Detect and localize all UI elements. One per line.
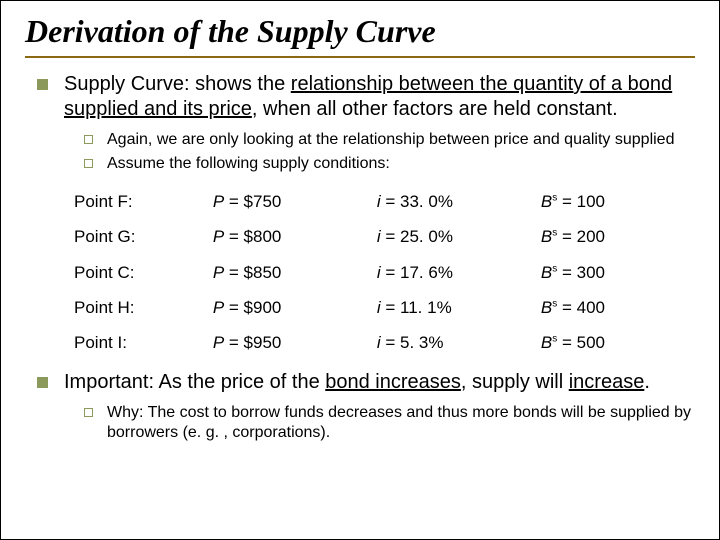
text-part: . bbox=[644, 371, 650, 393]
bullet-important-text: Important: As the price of the bond incr… bbox=[64, 370, 695, 447]
text-part: Important: As the price of the bbox=[64, 371, 325, 393]
sub-bullet-why: Why: The cost to borrow funds decreases … bbox=[64, 403, 695, 443]
supply-table: Point F:P = $750i = 33. 0%Bs = 100Point … bbox=[74, 184, 705, 360]
cell-bonds: Bs = 300 bbox=[541, 255, 705, 290]
sub-bullet-relationship: Again, we are only looking at the relati… bbox=[64, 130, 695, 150]
cell-bonds: Bs = 100 bbox=[541, 184, 705, 219]
text-underlined: increase bbox=[569, 371, 645, 393]
table-row: Point H:P = $900i = 11. 1%Bs = 400 bbox=[74, 290, 705, 325]
cell-bonds: Bs = 200 bbox=[541, 219, 705, 254]
cell-point: Point H: bbox=[74, 290, 213, 325]
cell-interest: i = 11. 1% bbox=[377, 290, 541, 325]
hollow-square-icon bbox=[84, 159, 93, 168]
cell-price: P = $950 bbox=[213, 325, 377, 360]
table-row: Point F:P = $750i = 33. 0%Bs = 100 bbox=[74, 184, 705, 219]
table-row: Point C:P = $850i = 17. 6%Bs = 300 bbox=[74, 255, 705, 290]
square-bullet-icon bbox=[37, 377, 48, 388]
cell-point: Point I: bbox=[74, 325, 213, 360]
sub-text: Why: The cost to borrow funds decreases … bbox=[107, 403, 695, 443]
cell-point: Point C: bbox=[74, 255, 213, 290]
bullet-supply-curve-text: Supply Curve: shows the relationship bet… bbox=[64, 72, 695, 360]
text-part: , when all other factors are held consta… bbox=[252, 98, 618, 120]
text-part: Supply Curve: shows the bbox=[64, 73, 291, 95]
cell-price: P = $900 bbox=[213, 290, 377, 325]
sub-text: Assume the following supply conditions: bbox=[107, 154, 695, 174]
table-row: Point G:P = $800i = 25. 0%Bs = 200 bbox=[74, 219, 705, 254]
bullet-important: Important: As the price of the bond incr… bbox=[25, 370, 695, 447]
cell-point: Point F: bbox=[74, 184, 213, 219]
cell-interest: i = 5. 3% bbox=[377, 325, 541, 360]
cell-bonds: Bs = 500 bbox=[541, 325, 705, 360]
bullet-supply-curve: Supply Curve: shows the relationship bet… bbox=[25, 72, 695, 360]
cell-price: P = $750 bbox=[213, 184, 377, 219]
square-bullet-icon bbox=[37, 79, 48, 90]
cell-point: Point G: bbox=[74, 219, 213, 254]
sub-text: Again, we are only looking at the relati… bbox=[107, 130, 695, 150]
cell-price: P = $850 bbox=[213, 255, 377, 290]
text-underlined: bond increases bbox=[325, 371, 461, 393]
cell-interest: i = 25. 0% bbox=[377, 219, 541, 254]
cell-interest: i = 17. 6% bbox=[377, 255, 541, 290]
slide-title: Derivation of the Supply Curve bbox=[25, 13, 695, 58]
table-row: Point I:P = $950i = 5. 3%Bs = 500 bbox=[74, 325, 705, 360]
cell-interest: i = 33. 0% bbox=[377, 184, 541, 219]
cell-price: P = $800 bbox=[213, 219, 377, 254]
hollow-square-icon bbox=[84, 135, 93, 144]
cell-bonds: Bs = 400 bbox=[541, 290, 705, 325]
hollow-square-icon bbox=[84, 408, 93, 417]
text-part: , supply will bbox=[461, 371, 569, 393]
sub-bullet-assume: Assume the following supply conditions: bbox=[64, 154, 695, 174]
